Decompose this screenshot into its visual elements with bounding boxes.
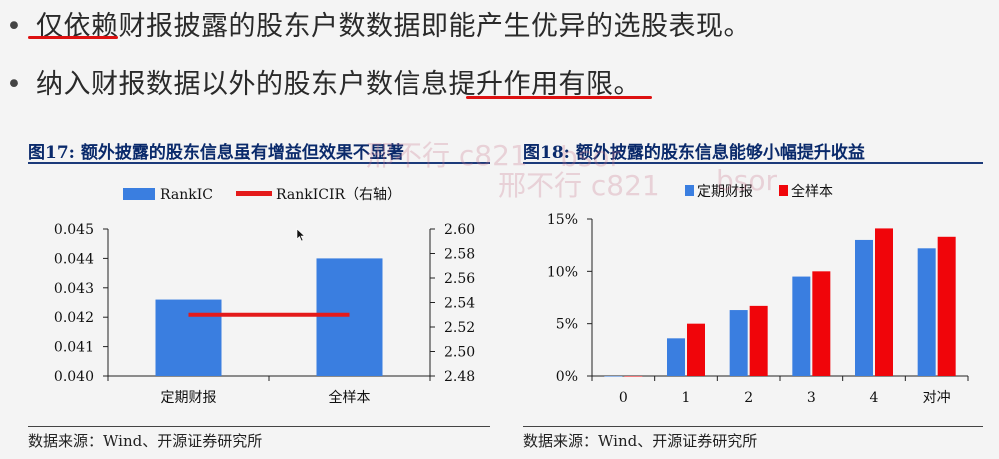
bullet-2: • 纳入财报数据以外的股东户数信息提升作用有限。 — [0, 62, 641, 101]
bar-full — [749, 305, 768, 376]
bar-periodic — [667, 338, 685, 376]
y-tick-label: 5% — [556, 317, 578, 333]
watermark: bsor — [716, 164, 778, 197]
x-tick-label: 定期财报 — [161, 390, 217, 406]
y-tick-label: 0.040 — [54, 369, 94, 385]
highlight-underline-2 — [466, 96, 652, 99]
x-tick-label: 2 — [744, 390, 753, 406]
figure-18-rule — [523, 162, 983, 164]
bar-periodic — [729, 310, 748, 376]
y-tick-label: 0% — [556, 369, 578, 385]
x-tick-label: 1 — [682, 390, 691, 406]
x-tick-label: 0 — [619, 390, 628, 406]
bar-full — [875, 228, 893, 376]
y-tick-label: 0.044 — [54, 251, 94, 267]
return-chart: 定期财报 全样本 0% 5% 10% 15% 0 1 2 3 4 对冲 — [547, 183, 969, 406]
y-tick-label: 0.042 — [54, 310, 94, 326]
bar-periodic — [917, 248, 936, 376]
legend-label-full: 全样本 — [791, 183, 833, 200]
x-tick-label: 3 — [807, 390, 816, 406]
figure-17-title: 图17: 额外披露的股东信息虽有增益但效果不显著 — [28, 143, 404, 163]
bar-full — [687, 323, 705, 376]
bar-periodic — [855, 239, 873, 376]
watermark: 邢不行 c821 — [366, 139, 528, 172]
y2-tick-label: 2.50 — [444, 345, 475, 361]
y2-tick-label: 2.60 — [444, 222, 475, 238]
legend-swatch-full — [779, 185, 788, 196]
bar-full — [937, 236, 956, 376]
figure-18-title: 图18: 额外披露的股东信息能够小幅提升收益 — [523, 143, 865, 163]
legend-label-periodic: 定期财报 — [697, 184, 753, 200]
figure-18-source: 数据来源：Wind、开源证券研究所 — [523, 432, 758, 450]
y-tick-label: 0.043 — [54, 281, 94, 297]
y2-tick-label: 2.48 — [444, 369, 475, 385]
y-tick-label: 0.045 — [54, 222, 94, 238]
bar-full — [624, 376, 643, 377]
watermark: 邢不行 c821 — [498, 169, 660, 202]
x-tick-label: 对冲 — [923, 390, 951, 406]
highlight-underline-1 — [28, 36, 118, 39]
y-tick-label: 15% — [547, 212, 578, 228]
y2-tick-label: 2.56 — [444, 271, 475, 287]
legend-swatch-rankicir — [236, 191, 272, 196]
legend-label-rankicir: RankICIR（右轴） — [276, 187, 401, 203]
mouse-cursor-icon — [296, 228, 306, 242]
legend-swatch-rankic — [123, 188, 155, 200]
bar-rankic — [316, 258, 383, 376]
y2-tick-label: 2.54 — [444, 296, 475, 312]
bar-periodic — [792, 276, 811, 376]
x-tick-label: 4 — [870, 390, 879, 406]
y2-tick-label: 2.58 — [444, 247, 475, 263]
rankic-chart: RankIC RankICIR（右轴） 0.040 0.041 0.042 0.043 0.… — [54, 187, 475, 406]
bar-periodic — [604, 376, 623, 377]
legend-swatch-periodic — [685, 185, 694, 196]
x-tick-label: 全样本 — [329, 389, 371, 406]
bullet-text: 仅依赖财报披露的股东户数数据即能产生优异的选股表现。 — [36, 11, 751, 42]
bullet-1: • 仅依赖财报披露的股东户数数据即能产生优异的选股表现。 — [0, 4, 751, 43]
watermark: bsor — [560, 140, 622, 173]
legend-label-rankic: RankIC — [160, 187, 213, 203]
bullet-dot: • — [6, 69, 23, 100]
y-tick-label: 0.041 — [54, 340, 94, 356]
bar-full — [812, 271, 831, 376]
bar-rankic — [155, 299, 222, 376]
bullet-dot: • — [6, 11, 23, 42]
figure-18-source-rule — [523, 426, 983, 427]
y-tick-label: 10% — [547, 264, 578, 280]
figure-17-source: 数据来源：Wind、开源证券研究所 — [28, 432, 263, 450]
bullet-text: 纳入财报数据以外的股东户数信息提升作用有限。 — [36, 69, 641, 100]
y2-tick-label: 2.52 — [444, 320, 475, 336]
figure-17-source-rule — [28, 426, 490, 427]
figure-17-rule — [28, 162, 490, 164]
